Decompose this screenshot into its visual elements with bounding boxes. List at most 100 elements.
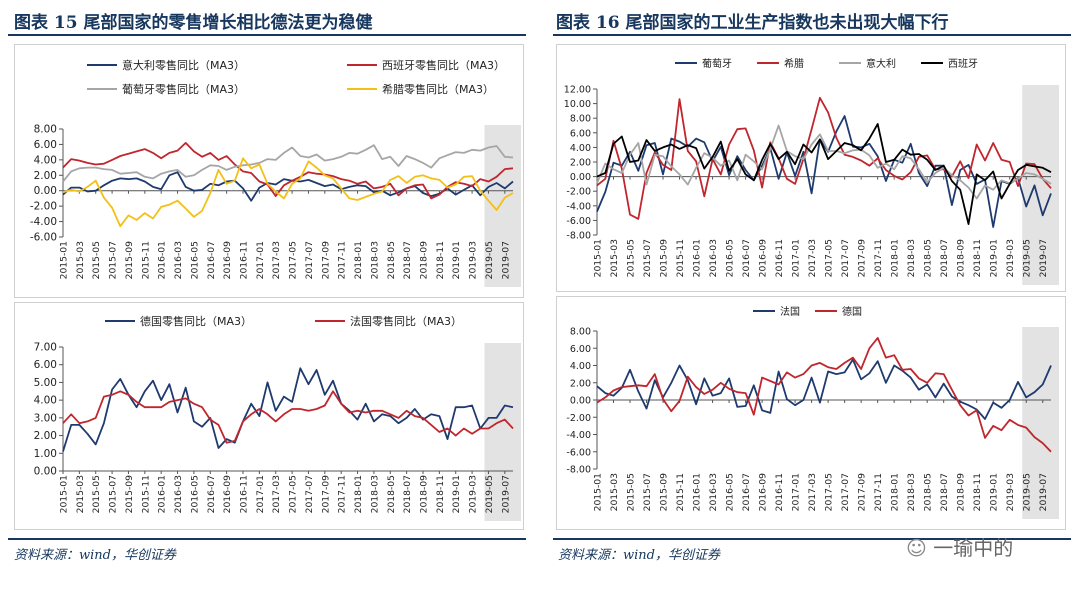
x-tick-label: 2015-05 [91,241,102,280]
x-tick-label: 2017-01 [791,239,802,277]
series-line-1 [596,96,1052,220]
series-line-2 [62,144,514,183]
legend-label: 希腊 [784,57,804,70]
x-tick-label: 2018-01 [890,473,901,511]
x-tick-label: 2015-07 [108,241,119,280]
x-tick-label: 2017-05 [288,241,299,280]
left-figure-title: 图表 15 尾部国家的零售增长相比德法更为稳健 [14,13,373,33]
y-tick-label: 8.00 [570,327,591,338]
y-tick-label: 5.00 [34,377,57,389]
x-tick-label: 2018-05 [923,239,934,278]
x-tick-label: 2019-05 [484,475,495,514]
y-tick-label: 4.00 [570,143,591,154]
x-tick-label: 2015-11 [675,239,686,277]
legend-label: 意大利零售同比（MA3） [122,58,245,72]
y-tick-label: -6.00 [566,216,591,227]
x-tick-label: 2017-01 [791,473,802,511]
x-tick-label: 2018-05 [386,475,397,514]
y-tick-label: 6.00 [34,139,57,151]
ip-south-chart: -8.00 -6.00 -4.00 -2.00 0.00 2.00 4.00 6.00 8.00… [564,57,1059,285]
x-tick-label: 2018-11 [972,239,983,277]
x-tick-label: 2015-07 [642,239,653,278]
y-tick-label: 6.00 [570,344,591,355]
x-tick-label: 2016-03 [173,475,184,514]
x-tick-label: 2018-07 [402,241,413,280]
x-tick-label: 2015-09 [659,473,670,512]
x-tick-label: 2018-11 [435,475,446,513]
x-tick-label: 2019-07 [500,241,511,280]
y-tick-label: -8.00 [566,231,591,242]
x-tick-label: 2017-07 [304,475,315,514]
right-title-rule [553,34,1071,36]
x-tick-label: 2015-07 [108,475,119,514]
x-tick-label: 2016-09 [758,473,769,512]
x-tick-label: 2016-01 [692,473,703,511]
series-line-3 [62,157,514,228]
series-line-1 [596,337,1052,453]
x-tick-label: 2016-07 [741,473,752,512]
x-tick-label: 2016-07 [206,241,217,280]
x-tick-label: 2015-05 [626,239,637,278]
x-tick-label: 2018-09 [419,475,430,514]
x-tick-label: 2019-01 [451,241,462,279]
retail-core-chart: 0.00 1.00 2.00 3.00 4.00 5.00 6.00 7.00 2015-01 2… [34,314,521,521]
left-bottom-rule [8,538,526,540]
y-tick-label: -8.00 [566,465,591,476]
series-line-0 [596,115,1052,228]
legend-label: 法国零售同比（MA3） [350,314,462,328]
wechat-icon: ☺ [906,536,927,560]
y-tick-label: 0.00 [570,172,591,183]
ip-core-chart: -8.00 -6.00 -4.00 -2.00 0.00 2.00 4.00 6.00 8.00… [566,305,1059,519]
legend-label: 德国 [842,305,862,318]
highlight-band [484,343,521,521]
x-tick-label: 2018-01 [353,241,364,279]
x-tick-label: 2018-07 [939,239,950,278]
x-tick-label: 2017-03 [271,241,282,280]
retail-panel-core: 0.00 1.00 2.00 3.00 4.00 5.00 6.00 7.00 2015-01 2… [14,302,524,530]
x-tick-label: 2015-05 [626,473,637,512]
x-tick-label: 2016-07 [741,239,752,278]
x-tick-label: 2018-03 [369,475,380,514]
x-tick-label: 2019-05 [484,241,495,280]
retail-south-chart: -6.00 -4.00 -2.00 0.00 2.00 4.00 6.00 8.00 2015-… [30,58,521,287]
y-tick-label: 12.00 [564,85,591,96]
x-tick-label: 2019-03 [1005,239,1016,278]
x-tick-label: 2017-09 [857,473,868,512]
legend-label: 葡萄牙零售同比（MA3） [122,82,245,96]
x-tick-label: 2018-11 [972,473,983,511]
x-tick-label: 2018-05 [386,241,397,280]
y-tick-label: 0.00 [34,185,57,197]
x-tick-label: 2016-11 [774,239,785,277]
legend-label: 西班牙零售同比（MA3） [382,58,505,72]
series-line-1 [62,390,514,444]
x-tick-label: 2015-03 [609,239,620,278]
y-tick-label: 2.00 [570,378,591,389]
x-tick-label: 2016-03 [708,473,719,512]
x-tick-label: 2015-09 [124,475,135,514]
y-tick-label: 2.00 [34,170,57,182]
x-tick-label: 2015-11 [140,241,151,279]
x-tick-label: 2016-11 [239,241,250,279]
y-tick-label: 8.00 [34,124,57,136]
x-tick-label: 2019-03 [1005,473,1016,512]
x-tick-label: 2015-11 [675,473,686,511]
x-tick-label: 2018-09 [956,473,967,512]
right-figure-title: 图表 16 尾部国家的工业生产指数也未出现大幅下行 [556,13,949,33]
x-tick-label: 2017-07 [304,241,315,280]
x-tick-label: 2018-09 [419,241,430,280]
watermark-text: 一瑜中的 [933,536,1014,560]
y-tick-label: 0.00 [34,466,57,478]
left-title-rule [8,34,526,36]
y-tick-label: -2.00 [30,201,57,213]
x-tick-label: 2019-05 [1022,473,1033,512]
x-tick-label: 2017-05 [824,473,835,512]
legend-label: 德国零售同比（MA3） [140,314,252,328]
x-tick-label: 2019-01 [451,475,462,513]
x-tick-label: 2015-01 [593,239,604,277]
x-tick-label: 2018-11 [435,241,446,279]
series-line-0 [62,367,514,452]
y-tick-label: 4.00 [34,395,57,407]
x-tick-label: 2015-01 [59,241,70,279]
series-line-1 [62,142,514,200]
x-tick-label: 2017-07 [840,239,851,278]
